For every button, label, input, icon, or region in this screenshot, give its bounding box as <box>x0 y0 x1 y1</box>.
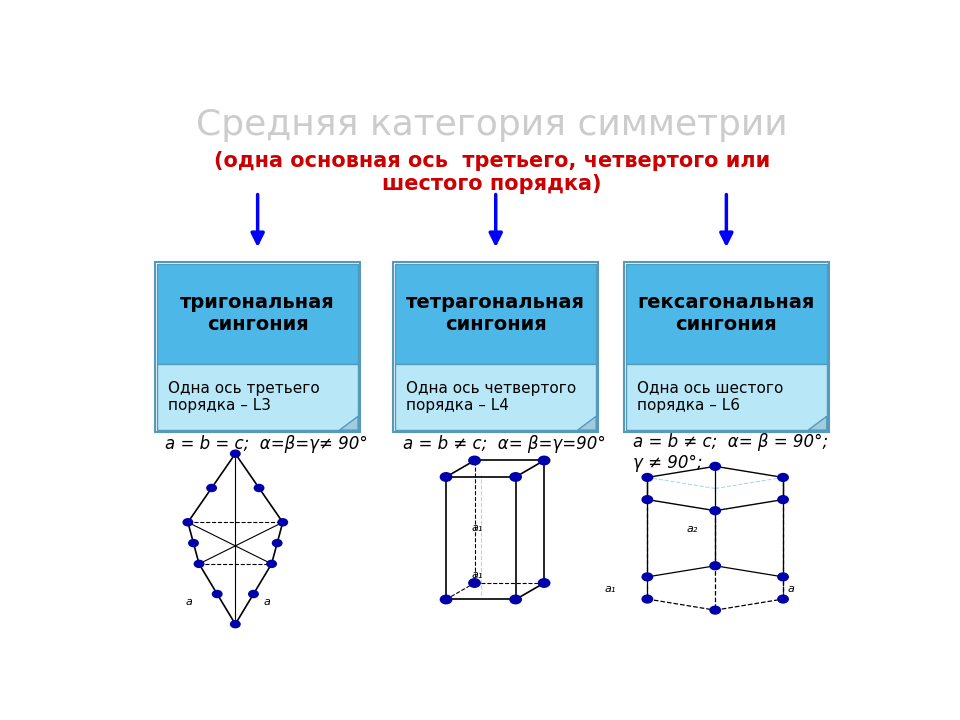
Text: a: a <box>788 585 795 594</box>
Text: a = b ≠ c;  α= β=γ=90°: a = b ≠ c; α= β=γ=90° <box>403 435 606 453</box>
Circle shape <box>710 462 720 470</box>
Circle shape <box>642 474 653 481</box>
Circle shape <box>249 590 258 598</box>
Circle shape <box>441 473 452 481</box>
FancyBboxPatch shape <box>396 264 596 364</box>
Circle shape <box>212 590 222 598</box>
Circle shape <box>778 474 788 481</box>
Polygon shape <box>578 416 596 430</box>
FancyBboxPatch shape <box>396 364 596 430</box>
Circle shape <box>206 485 216 492</box>
Circle shape <box>468 579 480 588</box>
Circle shape <box>710 562 720 570</box>
Text: a₁: a₁ <box>471 523 483 534</box>
Circle shape <box>183 519 193 526</box>
Circle shape <box>710 507 720 515</box>
FancyBboxPatch shape <box>626 364 827 430</box>
Polygon shape <box>808 416 827 430</box>
Text: гексагональная
сингония: гексагональная сингония <box>637 293 815 334</box>
FancyBboxPatch shape <box>157 264 358 364</box>
Circle shape <box>778 495 788 503</box>
Text: a: a <box>185 598 192 608</box>
Circle shape <box>642 495 653 503</box>
Circle shape <box>710 606 720 614</box>
Circle shape <box>539 579 550 588</box>
Circle shape <box>510 473 521 481</box>
Circle shape <box>510 595 521 604</box>
Circle shape <box>230 621 240 628</box>
Text: a₁: a₁ <box>471 570 483 580</box>
Circle shape <box>278 519 287 526</box>
Polygon shape <box>340 416 358 430</box>
Text: a: a <box>263 598 270 608</box>
Text: Одна ось шестого
порядка – L6: Одна ось шестого порядка – L6 <box>637 381 783 413</box>
Text: a₁: a₁ <box>605 585 616 594</box>
Circle shape <box>254 485 264 492</box>
Circle shape <box>273 539 282 546</box>
Circle shape <box>441 595 452 604</box>
FancyBboxPatch shape <box>624 262 829 432</box>
Circle shape <box>230 450 240 457</box>
Text: Одна ось третьего
порядка – L3: Одна ось третьего порядка – L3 <box>168 381 320 413</box>
Text: a₂: a₂ <box>686 523 698 534</box>
Circle shape <box>642 595 653 603</box>
Circle shape <box>267 560 276 567</box>
Text: a = b ≠ c;  α= β = 90°;
γ ≠ 90°;: a = b ≠ c; α= β = 90°; γ ≠ 90°; <box>634 433 828 472</box>
FancyBboxPatch shape <box>626 264 827 364</box>
FancyBboxPatch shape <box>157 364 358 430</box>
Circle shape <box>539 456 550 464</box>
Text: a = b = c;  α=β=γ≠ 90°: a = b = c; α=β=γ≠ 90° <box>165 435 368 453</box>
Circle shape <box>778 573 788 581</box>
FancyBboxPatch shape <box>393 262 598 432</box>
Text: тетрагональная
сингония: тетрагональная сингония <box>406 293 586 334</box>
Circle shape <box>189 539 198 546</box>
Text: Средняя категория симметрии: Средняя категория симметрии <box>196 108 788 143</box>
Circle shape <box>778 595 788 603</box>
FancyBboxPatch shape <box>155 262 360 432</box>
Circle shape <box>194 560 204 567</box>
Text: Одна ось четвертого
порядка – L4: Одна ось четвертого порядка – L4 <box>406 381 577 413</box>
Text: (одна основная ось  третьего, четвертого или
шестого порядка): (одна основная ось третьего, четвертого … <box>214 150 770 194</box>
Circle shape <box>468 456 480 464</box>
Circle shape <box>642 573 653 581</box>
Text: тригональная
сингония: тригональная сингония <box>180 293 335 334</box>
